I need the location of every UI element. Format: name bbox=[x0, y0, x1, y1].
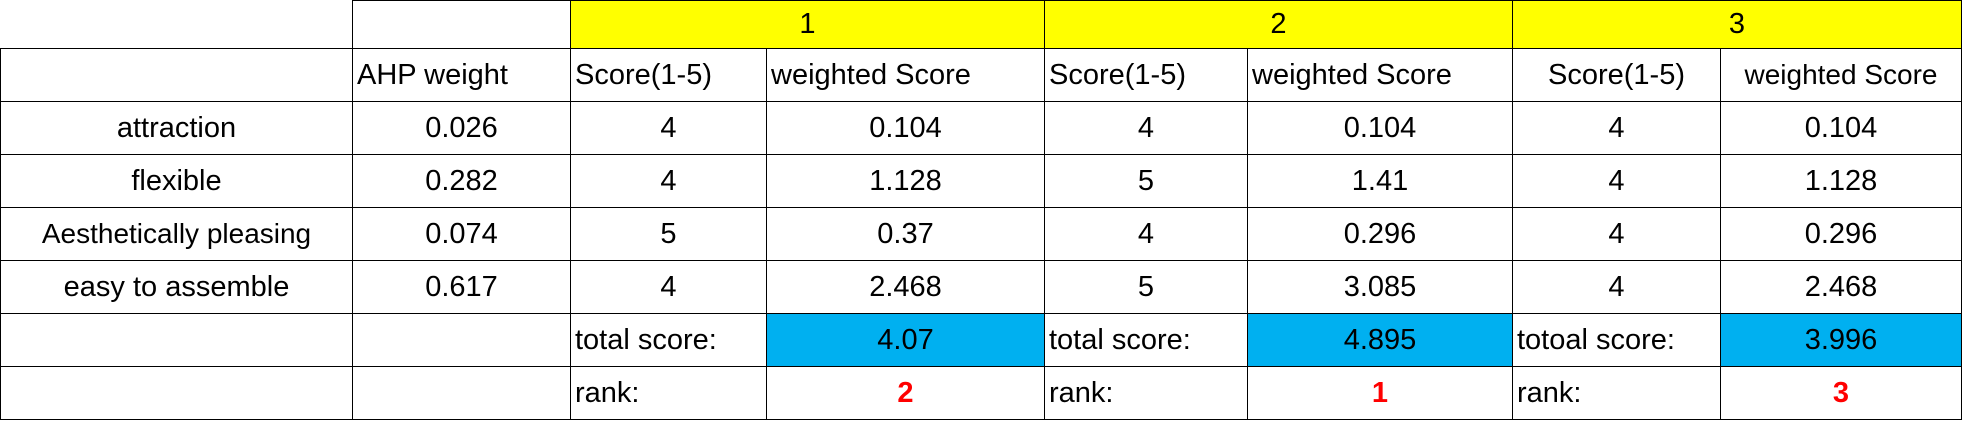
weighted-score-header-2[interactable]: weighted Score bbox=[1247, 48, 1513, 102]
criterion-row: easy to assemble 0.617 4 2.468 5 3.085 4… bbox=[0, 260, 1962, 314]
total-score-value-1[interactable]: 4.07 bbox=[766, 313, 1045, 367]
score-header-1[interactable]: Score(1-5) bbox=[570, 48, 767, 102]
weighted-score-cell-1[interactable]: 0.104 bbox=[766, 101, 1045, 155]
criterion-label[interactable]: Aesthetically pleasing bbox=[0, 207, 353, 261]
ahp-weight-cell[interactable]: 0.026 bbox=[352, 101, 571, 155]
total-score-row: total score: 4.07 total score: 4.895 tot… bbox=[0, 313, 1962, 367]
criterion-label[interactable]: flexible bbox=[0, 154, 353, 208]
ahp-weight-cell[interactable]: 0.282 bbox=[352, 154, 571, 208]
rank-value-1[interactable]: 2 bbox=[766, 366, 1045, 420]
score-header-2[interactable]: Score(1-5) bbox=[1044, 48, 1248, 102]
group-header-2[interactable]: 2 bbox=[1044, 0, 1513, 49]
weighted-score-cell-1[interactable]: 1.128 bbox=[766, 154, 1045, 208]
weighted-score-cell-1[interactable]: 0.37 bbox=[766, 207, 1045, 261]
criterion-row: attraction 0.026 4 0.104 4 0.104 4 0.104 bbox=[0, 101, 1962, 155]
criterion-row: Aesthetically pleasing 0.074 5 0.37 4 0.… bbox=[0, 207, 1962, 261]
weighted-score-header-1[interactable]: weighted Score bbox=[766, 48, 1045, 102]
weighted-score-cell-3[interactable]: 0.104 bbox=[1720, 101, 1962, 155]
column-header-row: AHP weight Score(1-5) weighted Score Sco… bbox=[0, 48, 1962, 102]
score-cell-2[interactable]: 5 bbox=[1044, 260, 1248, 314]
cell-blank-a1[interactable] bbox=[0, 0, 353, 49]
score-cell-3[interactable]: 4 bbox=[1512, 260, 1721, 314]
score-cell-2[interactable]: 4 bbox=[1044, 101, 1248, 155]
score-cell-1[interactable]: 4 bbox=[570, 101, 767, 155]
rank-value-3[interactable]: 3 bbox=[1720, 366, 1962, 420]
rank-label-2[interactable]: rank: bbox=[1044, 366, 1248, 420]
score-cell-1[interactable]: 5 bbox=[570, 207, 767, 261]
criterion-label[interactable]: attraction bbox=[0, 101, 353, 155]
score-cell-3[interactable]: 4 bbox=[1512, 101, 1721, 155]
ahp-weight-cell[interactable]: 0.617 bbox=[352, 260, 571, 314]
weighted-score-cell-2[interactable]: 1.41 bbox=[1247, 154, 1513, 208]
ahp-weight-cell[interactable]: 0.074 bbox=[352, 207, 571, 261]
score-header-3[interactable]: Score(1-5) bbox=[1512, 48, 1721, 102]
score-cell-1[interactable]: 4 bbox=[570, 154, 767, 208]
total-score-label-1[interactable]: total score: bbox=[570, 313, 767, 367]
weighted-score-cell-2[interactable]: 3.085 bbox=[1247, 260, 1513, 314]
cell-blank-b1[interactable] bbox=[352, 0, 571, 49]
group-header-3[interactable]: 3 bbox=[1512, 0, 1962, 49]
group-header-row: 1 2 3 bbox=[0, 0, 1962, 49]
weighted-score-cell-2[interactable]: 0.296 bbox=[1247, 207, 1513, 261]
total-score-value-2[interactable]: 4.895 bbox=[1247, 313, 1513, 367]
weighted-score-cell-3[interactable]: 0.296 bbox=[1720, 207, 1962, 261]
cell-blank-b7[interactable] bbox=[352, 313, 571, 367]
weighted-score-cell-1[interactable]: 2.468 bbox=[766, 260, 1045, 314]
rank-row: rank: 2 rank: 1 rank: 3 bbox=[0, 366, 1962, 420]
criterion-row: flexible 0.282 4 1.128 5 1.41 4 1.128 bbox=[0, 154, 1962, 208]
rank-value-2[interactable]: 1 bbox=[1247, 366, 1513, 420]
group-header-1[interactable]: 1 bbox=[570, 0, 1045, 49]
score-cell-2[interactable]: 5 bbox=[1044, 154, 1248, 208]
score-cell-2[interactable]: 4 bbox=[1044, 207, 1248, 261]
rank-label-3[interactable]: rank: bbox=[1512, 366, 1721, 420]
total-score-label-2[interactable]: total score: bbox=[1044, 313, 1248, 367]
weighted-score-cell-3[interactable]: 1.128 bbox=[1720, 154, 1962, 208]
criterion-label[interactable]: easy to assemble bbox=[0, 260, 353, 314]
total-score-value-3[interactable]: 3.996 bbox=[1720, 313, 1962, 367]
weighted-score-cell-3[interactable]: 2.468 bbox=[1720, 260, 1962, 314]
ahp-weight-header[interactable]: AHP weight bbox=[352, 48, 571, 102]
weighted-score-header-3[interactable]: weighted Score bbox=[1720, 48, 1962, 102]
cell-blank-a8[interactable] bbox=[0, 366, 353, 420]
score-cell-1[interactable]: 4 bbox=[570, 260, 767, 314]
rank-label-1[interactable]: rank: bbox=[570, 366, 767, 420]
cell-blank-a2[interactable] bbox=[0, 48, 353, 102]
total-score-label-3[interactable]: totoal score: bbox=[1512, 313, 1721, 367]
weighted-score-cell-2[interactable]: 0.104 bbox=[1247, 101, 1513, 155]
score-cell-3[interactable]: 4 bbox=[1512, 154, 1721, 208]
score-cell-3[interactable]: 4 bbox=[1512, 207, 1721, 261]
cell-blank-a7[interactable] bbox=[0, 313, 353, 367]
cell-blank-b8[interactable] bbox=[352, 366, 571, 420]
